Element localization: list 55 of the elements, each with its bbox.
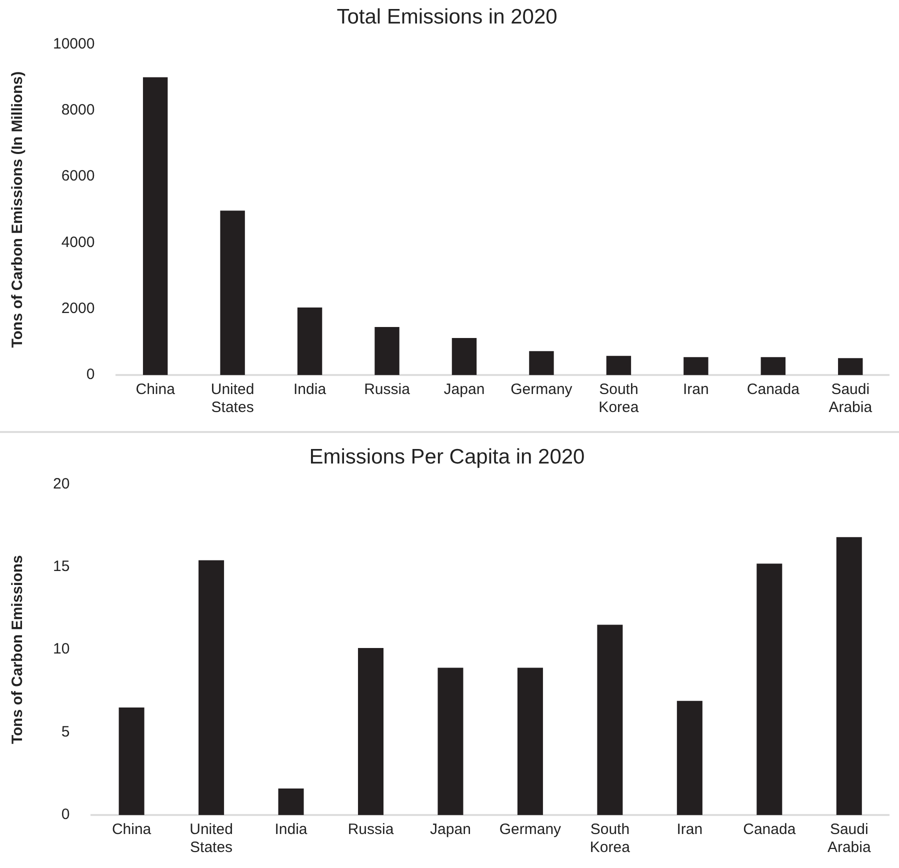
x-tick-label: Saudi Arabia <box>828 381 873 416</box>
x-tick-label: Japan <box>430 821 471 838</box>
y-tick-label: 2000 <box>61 300 95 317</box>
chart-title: Emissions Per Capita in 2020 <box>309 445 585 468</box>
bar <box>760 357 786 375</box>
x-tick-label: Germany <box>499 821 562 838</box>
bar <box>358 648 384 815</box>
bar <box>756 564 782 815</box>
x-tick-label: South Korea <box>598 381 640 416</box>
y-tick-label: 15 <box>52 558 70 576</box>
bar <box>297 308 322 375</box>
y-axis-title: Tons of Carbon Emissions <box>9 555 26 744</box>
bar <box>198 560 224 815</box>
y-tick-label: 0 <box>61 806 70 824</box>
y-tick-label: 8000 <box>61 102 95 118</box>
bar <box>517 668 543 815</box>
bar <box>452 338 477 375</box>
x-tick-label: United States <box>190 821 233 856</box>
bar <box>118 707 144 815</box>
bar <box>597 624 623 815</box>
y-axis-title: Tons of Carbon Emissions (In Millions) <box>9 71 26 348</box>
y-tick-label: 10 <box>52 640 70 658</box>
x-tick-label: Russia <box>364 381 411 398</box>
x-tick-label: Canada <box>746 381 800 398</box>
x-tick-label: Iran <box>676 821 703 838</box>
x-tick-label: Saudi Arabia <box>827 821 872 856</box>
bar <box>374 327 400 375</box>
bar <box>529 351 554 375</box>
y-tick-label: 10000 <box>52 35 95 52</box>
bar <box>836 537 862 815</box>
x-tick-label: China <box>136 381 176 398</box>
x-tick-label: Canada <box>743 821 796 838</box>
y-tick-label: 0 <box>86 366 95 384</box>
y-tick-label: 4000 <box>61 234 95 251</box>
bar <box>142 77 168 375</box>
x-tick-label: South Korea <box>590 821 631 856</box>
bar <box>606 356 632 375</box>
chart-title: Total Emissions in 2020 <box>336 5 558 28</box>
bar <box>684 357 708 375</box>
x-tick-label: Germany <box>510 381 573 398</box>
bar <box>676 700 702 815</box>
y-tick-label: 5 <box>61 723 70 740</box>
y-tick-label: 20 <box>52 475 70 492</box>
bar <box>438 668 464 815</box>
x-tick-label: India <box>274 821 308 838</box>
bar <box>220 210 245 375</box>
y-tick-label: 6000 <box>61 168 95 185</box>
x-tick-label: Iran <box>683 381 709 398</box>
x-tick-label: India <box>294 381 327 398</box>
x-tick-label: China <box>112 821 152 838</box>
bar <box>278 788 304 815</box>
x-tick-label: Japan <box>444 381 485 398</box>
bar <box>838 358 863 375</box>
x-tick-label: United States <box>210 381 254 416</box>
x-tick-label: Russia <box>348 821 394 838</box>
